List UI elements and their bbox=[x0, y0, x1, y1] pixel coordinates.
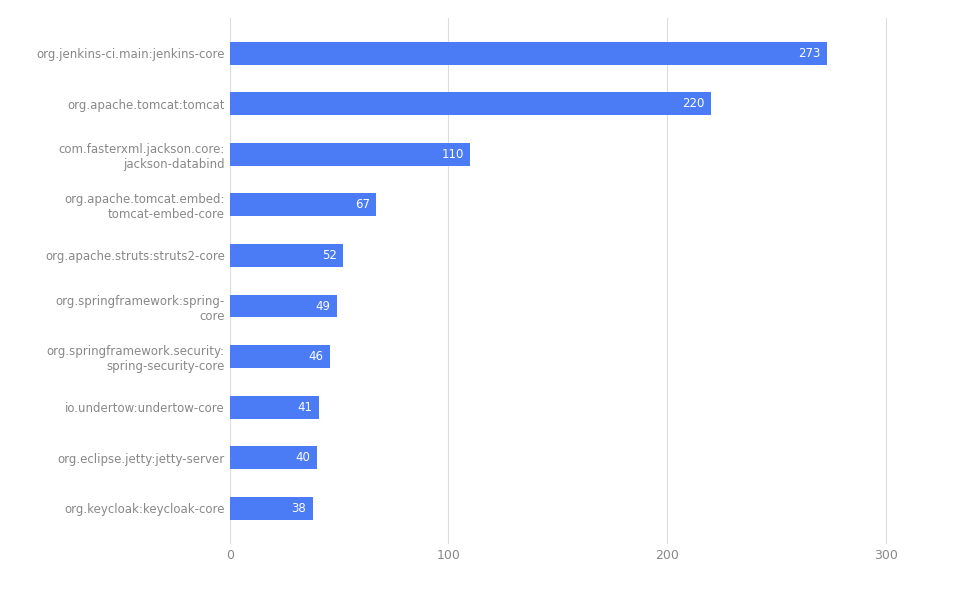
Text: 49: 49 bbox=[315, 300, 330, 313]
Bar bbox=[230, 345, 330, 368]
Text: 273: 273 bbox=[798, 47, 820, 60]
Text: 110: 110 bbox=[441, 148, 464, 161]
Bar bbox=[230, 497, 313, 519]
Bar bbox=[230, 193, 376, 216]
Text: 38: 38 bbox=[292, 502, 306, 515]
Bar bbox=[230, 446, 317, 469]
Bar bbox=[230, 295, 337, 317]
Text: 46: 46 bbox=[309, 350, 323, 363]
Text: 67: 67 bbox=[355, 199, 369, 212]
Bar bbox=[230, 143, 470, 165]
Bar bbox=[230, 92, 711, 115]
Text: 52: 52 bbox=[322, 249, 337, 262]
Text: 40: 40 bbox=[296, 452, 311, 465]
Bar bbox=[230, 396, 320, 418]
Text: 41: 41 bbox=[298, 401, 313, 414]
Bar bbox=[230, 42, 827, 64]
Text: 220: 220 bbox=[682, 97, 704, 110]
Bar bbox=[230, 244, 344, 267]
